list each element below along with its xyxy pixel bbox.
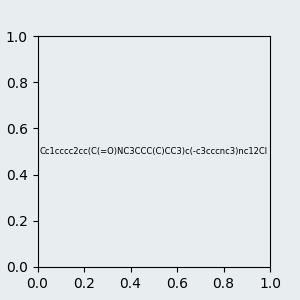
- Text: Cc1cccc2cc(C(=O)NC3CCC(C)CC3)c(-c3cccnc3)nc12Cl: Cc1cccc2cc(C(=O)NC3CCC(C)CC3)c(-c3cccnc3…: [40, 147, 268, 156]
